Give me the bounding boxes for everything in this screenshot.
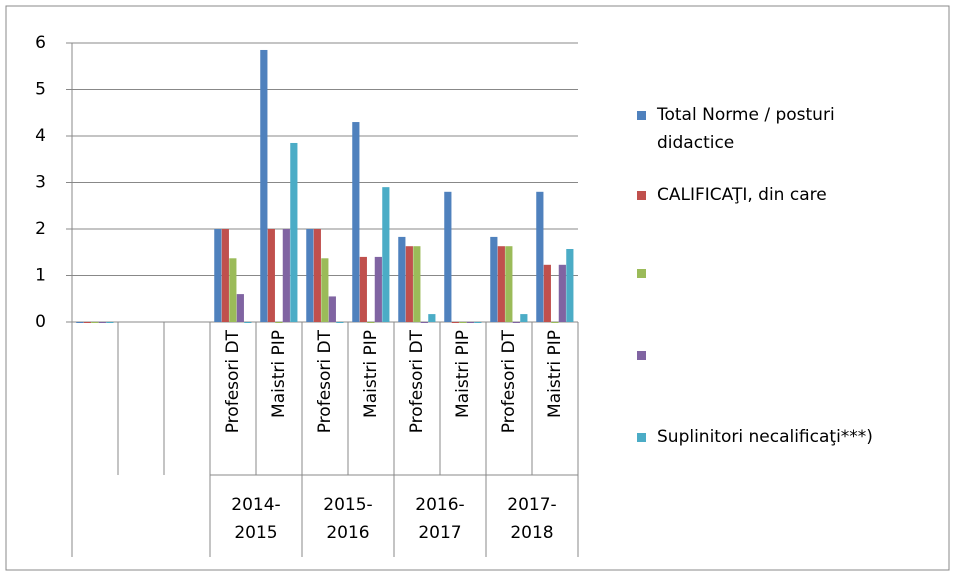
x-group-label: 2015- 2016 (323, 495, 373, 543)
bar (260, 49, 268, 322)
legend-marker (637, 351, 646, 360)
bar (405, 246, 413, 322)
bar (413, 246, 421, 322)
bar (566, 248, 574, 322)
bar (497, 246, 505, 322)
x-group-label: 2016- 2017 (415, 495, 465, 543)
y-tick-label: 3 (35, 173, 46, 193)
legend-label: CALIFICAŢI, din care (657, 185, 827, 205)
bar (558, 264, 566, 322)
bar (76, 322, 84, 323)
y-tick-label: 4 (35, 126, 46, 146)
bar (367, 322, 375, 323)
y-tick-label: 0 (35, 312, 46, 332)
y-tick-label: 6 (35, 33, 46, 53)
bar (352, 122, 360, 322)
bar (451, 322, 459, 323)
bar (83, 322, 91, 323)
bar (490, 236, 498, 322)
bar (359, 256, 367, 322)
bar (98, 322, 106, 323)
bar (275, 322, 283, 323)
x-tick-label: Profesori DT (407, 329, 427, 433)
legend-marker (637, 191, 646, 200)
bar (551, 322, 559, 323)
legend-label: Total Norme / posturi didactice (657, 105, 835, 153)
bar (244, 322, 252, 323)
bar (420, 322, 428, 323)
bar (236, 294, 244, 322)
y-tick-label: 5 (35, 80, 46, 100)
x-tick-label: Profesori DT (223, 329, 243, 433)
bar (328, 296, 336, 322)
legend-marker (637, 433, 646, 442)
x-tick-label: Profesori DT (499, 329, 519, 433)
legend-marker (637, 269, 646, 278)
x-tick-label: Maistri PIP (361, 330, 381, 418)
bar (428, 314, 436, 322)
x-tick-label: Maistri PIP (545, 330, 565, 418)
bar (543, 264, 551, 322)
x-group-label: 2017- 2018 (507, 495, 557, 543)
bar (229, 258, 237, 322)
bar (505, 246, 513, 322)
bar (382, 187, 390, 322)
bar (536, 191, 544, 322)
bar (374, 256, 382, 322)
bar (313, 229, 321, 322)
x-tick-label: Profesori DT (315, 329, 335, 433)
bar (336, 322, 344, 323)
legend-marker (637, 111, 646, 120)
bar (91, 322, 99, 323)
bar (214, 229, 222, 322)
bar (520, 314, 528, 322)
chart-frame (5, 5, 950, 571)
y-tick-label: 1 (35, 266, 46, 286)
bar (321, 258, 329, 322)
bar (267, 229, 275, 322)
bar (282, 229, 290, 322)
bar (444, 191, 452, 322)
bar (221, 229, 229, 322)
x-tick-label: Maistri PIP (269, 330, 289, 418)
bar (459, 322, 467, 323)
bar (106, 322, 114, 323)
bar (398, 236, 406, 322)
bar (290, 142, 298, 322)
x-group-label: 2014- 2015 (231, 495, 281, 543)
bar (306, 229, 314, 322)
bar (466, 322, 474, 323)
x-tick-label: Maistri PIP (453, 330, 473, 418)
legend-label: Suplinitori necalificaţi***) (657, 427, 873, 447)
bar (474, 322, 482, 323)
y-tick-label: 2 (35, 219, 46, 239)
bar (512, 322, 520, 323)
